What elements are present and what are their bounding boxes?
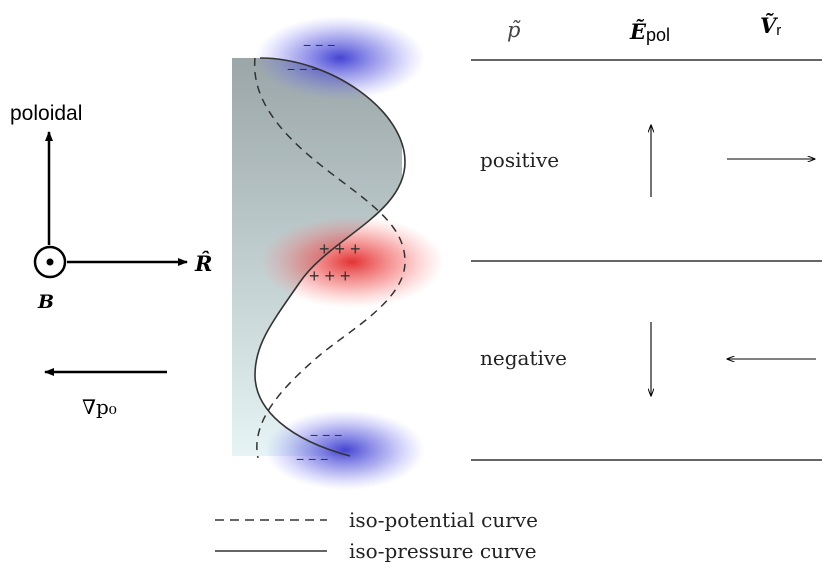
poloidal-label: poloidal — [10, 102, 82, 125]
b-field-label: B — [37, 291, 54, 313]
iso-potential-curve — [254, 57, 406, 459]
p-tilde-header: p̃ — [507, 18, 521, 42]
iso-pressure-curve — [254, 57, 406, 457]
charge-sign-top-2: − − − — [287, 61, 319, 77]
negative-charge-blob-top — [255, 16, 425, 100]
negative-charge-blob-bottom — [265, 410, 425, 490]
charge-sign-bottom: − − − — [310, 427, 342, 443]
charge-sign-bottom-2: − − − — [296, 451, 328, 467]
row-label-positive: positive — [480, 148, 559, 172]
charge-sign-top: − − − — [303, 37, 335, 53]
grad-p0-label: ∇p₀ — [82, 395, 117, 419]
e-pol-header: Ẽpol — [629, 19, 670, 45]
positive-charge-blob — [260, 216, 444, 308]
v-r-header: Ṽr — [760, 13, 781, 39]
charge-sign-middle-2: + + + — [309, 266, 351, 286]
r-hat-label: R̂ — [194, 251, 212, 276]
legend-iso-pressure-label: iso-pressure curve — [349, 539, 537, 563]
legend-iso-potential-label: iso-potential curve — [349, 508, 538, 532]
b-field-dot — [46, 258, 54, 266]
charge-sign-middle: + + + — [319, 239, 361, 259]
row-label-negative: negative — [480, 346, 567, 370]
